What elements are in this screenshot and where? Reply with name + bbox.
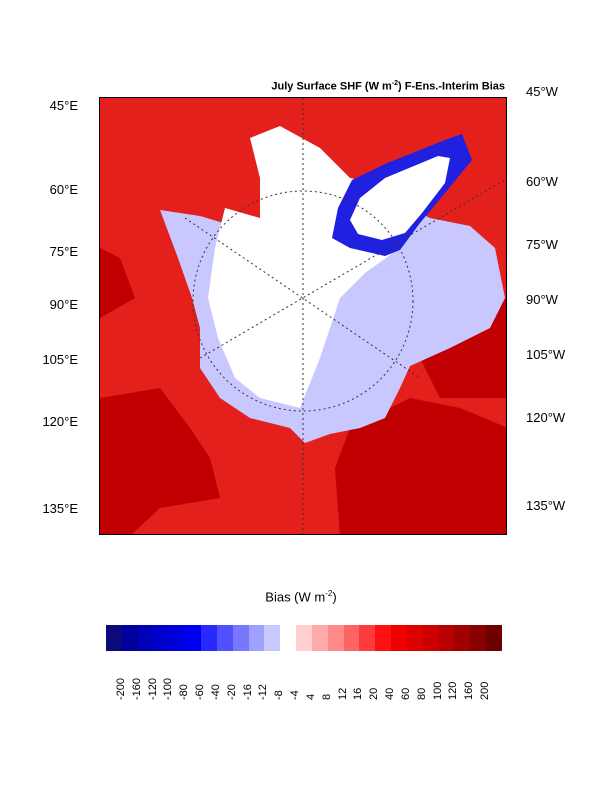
colorbar-tick-label: 200 (479, 681, 492, 700)
longitude-label-left-7: 135°E (42, 501, 78, 516)
colorbar-tick-label: -4 (289, 690, 302, 700)
colorbar-tick-label: 12 (336, 687, 349, 700)
longitude-label-left-6: 120°E (42, 414, 78, 429)
longitude-label-right-5: 105°W (526, 347, 566, 362)
colorbar-title-prefix: Bias (W m (265, 589, 326, 605)
colorbar-cell (280, 625, 297, 651)
colorbar (106, 625, 503, 651)
meridian-diagonal-1 (184, 217, 421, 379)
colorbar-title: Bias (W m-2) (226, 589, 376, 604)
colorbar-cell (311, 625, 329, 651)
colorbar-tick-label: 60 (399, 687, 412, 700)
colorbar-cell (391, 625, 408, 651)
colorbar-tick-label: -100 (162, 677, 175, 700)
colorbar-cell (169, 625, 186, 651)
colorbar-cell (375, 625, 392, 651)
colorbar-cell (248, 625, 265, 651)
longitude-label-left-4: 90°E (49, 297, 78, 312)
map-title: July Surface SHF (W m-2) F-Ens.-Interim … (200, 80, 505, 93)
longitude-label-right-1: 45°W (526, 84, 558, 99)
longitude-label-right-2: 60°W (526, 174, 558, 189)
colorbar-cell (343, 625, 360, 651)
graticule (184, 98, 506, 534)
colorbar-tick-label: 160 (463, 681, 476, 700)
longitude-label-left-5: 105°E (42, 352, 78, 367)
map-title-prefix: July Surface SHF (W m (271, 80, 392, 93)
map-title-suffix: ) F-Ens.-Interim Bias (398, 80, 505, 93)
colorbar-title-suffix: ) (332, 589, 337, 605)
colorbar-cell (438, 625, 455, 651)
colorbar-title-exponent: -2 (325, 589, 333, 598)
colorbar-cell (406, 625, 424, 651)
colorbar-cell (454, 625, 471, 651)
colorbar-cell (296, 625, 313, 651)
colorbar-tick-label: 16 (352, 687, 365, 700)
north-atlantic-warm-spot (340, 114, 370, 140)
longitude-label-left-1: 45°E (49, 98, 78, 113)
colorbar-tick-label: -80 (178, 684, 191, 700)
colorbar-cell (359, 625, 376, 651)
colorbar-cell (327, 625, 345, 651)
colorbar-tick-label: -8 (273, 690, 286, 700)
longitude-label-left-3: 75°E (49, 244, 78, 259)
colorbar-tick-label: 20 (368, 687, 381, 700)
polar-map (99, 97, 507, 535)
colorbar-cell (264, 625, 281, 651)
colorbar-tick-label: 4 (304, 693, 317, 700)
colorbar-cell (121, 625, 139, 651)
colorbar-cell (216, 625, 234, 651)
colorbar-cell (201, 625, 218, 651)
longitude-label-left-2: 60°E (49, 182, 78, 197)
colorbar-tick-label: -40 (209, 684, 222, 700)
latitude-circle (192, 190, 414, 412)
longitude-label-right-6: 120°W (526, 410, 566, 425)
colorbar-tick-label: -20 (225, 684, 238, 700)
colorbar-cell (422, 625, 440, 651)
land-hot-patches (100, 248, 506, 534)
colorbar-tick-label: 120 (447, 681, 460, 700)
longitude-label-right-3: 75°W (526, 237, 558, 252)
colorbar-tick-label: 80 (415, 687, 428, 700)
colorbar-cell (185, 625, 202, 651)
colorbar-cell (470, 625, 487, 651)
colorbar-tick-label: -12 (257, 684, 270, 700)
longitude-label-right-4: 90°W (526, 292, 558, 307)
colorbar-tick-label: 40 (384, 687, 397, 700)
colorbar-cell (486, 625, 503, 651)
greenland-interior (350, 156, 450, 240)
map-svg (100, 98, 506, 534)
map-title-exponent: -2 (391, 80, 399, 87)
colorbar-cell (232, 625, 250, 651)
colorbar-tick-label: -120 (146, 677, 159, 700)
longitude-label-right-7: 135°W (526, 498, 566, 513)
colorbar-tick-label: 100 (431, 681, 444, 700)
colorbar-tick-label: -160 (130, 677, 143, 700)
colorbar-cell (137, 625, 154, 651)
colorbar-cell (153, 625, 170, 651)
colorbar-cell (106, 625, 123, 651)
colorbar-tick-label: -60 (194, 684, 207, 700)
colorbar-tick-label: -16 (241, 684, 254, 700)
colorbar-tick-label: -200 (114, 677, 127, 700)
colorbar-tick-label: 8 (320, 693, 333, 700)
